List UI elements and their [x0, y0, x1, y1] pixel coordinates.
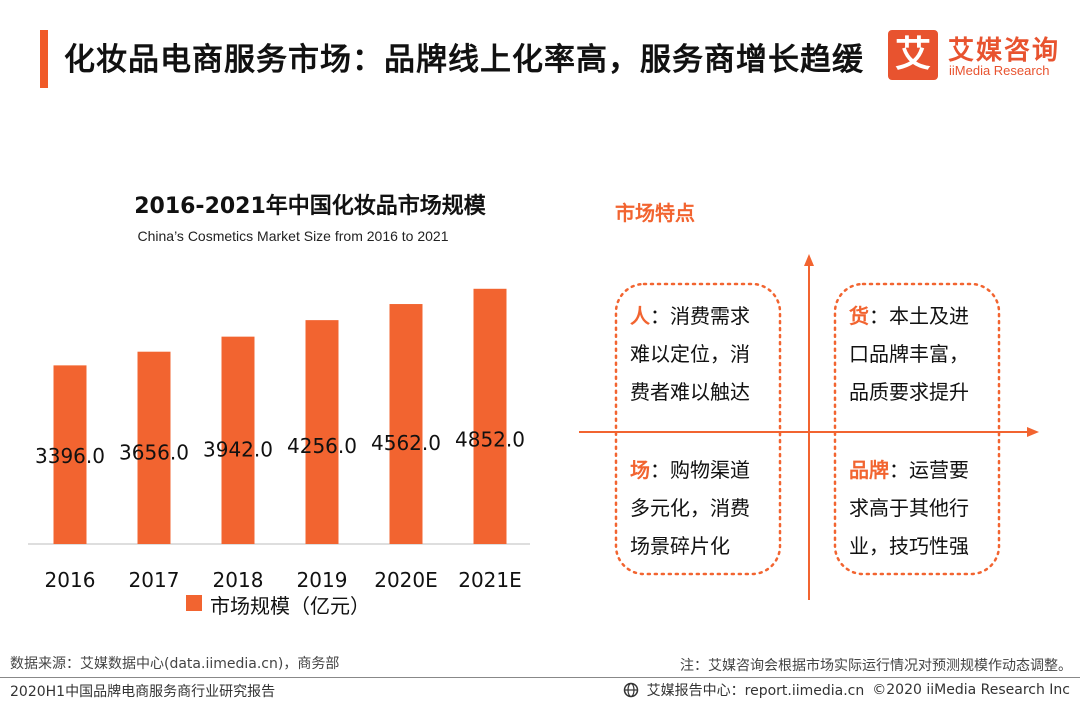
quadrant-key: 货	[849, 304, 869, 328]
legend-label: 市场规模（亿元）	[210, 594, 370, 618]
x-tick-2021E: 2021E	[458, 568, 522, 592]
data-label-2016: 3396.0	[35, 444, 105, 468]
legend-swatch	[186, 595, 202, 611]
footer-divider	[0, 677, 1080, 678]
quadrant-key: 人	[630, 304, 650, 328]
quadrant-text: ：消费需求难以定位，消费者难以触达	[630, 304, 750, 404]
logo-name-cn: 艾媒咨询	[948, 36, 1061, 66]
quadrant-key: 品牌	[849, 458, 889, 482]
bar-2016	[53, 365, 87, 544]
quadrant-box-left	[614, 282, 782, 576]
quadrant-text: ：本土及进口品牌丰富，品质要求提升	[849, 304, 969, 404]
bar-2020E	[389, 304, 423, 544]
bar-2019	[305, 320, 339, 544]
page-title: 化妆品电商服务市场：品牌线上化率高，服务商增长趋缓	[64, 42, 864, 78]
quadrant-axes	[579, 254, 1039, 600]
x-tick-2018: 2018	[213, 568, 264, 592]
bar-2017	[137, 351, 171, 544]
title-accent-bar	[40, 30, 48, 88]
report-name: 2020H1中国品牌电商服务商行业研究报告	[10, 684, 276, 700]
x-tick-2020E: 2020E	[374, 568, 438, 592]
x-tick-2017: 2017	[129, 568, 180, 592]
x-tick-2016: 2016	[45, 568, 96, 592]
data-source: 数据来源：艾媒数据中心(data.iimedia.cn)，商务部	[10, 656, 340, 672]
quadrant-goods: 货：本土及进口品牌丰富，品质要求提升	[833, 297, 1001, 411]
data-label-2020E: 4562.0	[371, 431, 441, 455]
chart-subtitle: China’s Cosmetics Market Size from 2016 …	[137, 228, 449, 244]
globe-icon	[623, 682, 638, 698]
bar-2021E	[473, 288, 507, 544]
x-tick-2019: 2019	[297, 568, 348, 592]
data-label-2021E: 4852.0	[455, 428, 525, 452]
data-label-2019: 4256.0	[287, 434, 357, 458]
report-center-link[interactable]: 艾媒报告中心：report.iimedia.cn	[646, 683, 865, 699]
copyright: ©2020 iiMedia Research Inc	[872, 682, 1070, 698]
bar-2018	[221, 336, 255, 544]
quadrant-people: 人：消费需求难以定位，消费者难以触达	[614, 297, 782, 411]
quadrant-text: ：运营要求高于其他行业，技巧性强	[849, 458, 969, 558]
quadrant-scene: 场：购物渠道多元化，消费场景碎片化	[614, 451, 782, 565]
chart-title: 2016-2021年中国化妆品市场规模	[134, 194, 486, 219]
quadrant-text: ：购物渠道多元化，消费场景碎片化	[630, 458, 750, 558]
brand-logo: 艾 艾媒咨询 iiMedia Research	[888, 28, 1068, 84]
logo-name-en: iiMedia Research	[949, 63, 1050, 78]
data-label-2017: 3656.0	[119, 441, 189, 465]
market-features-title: 市场特点	[615, 201, 695, 225]
data-label-2018: 3942.0	[203, 437, 273, 461]
footer-right: 艾媒报告中心：report.iimedia.cn ©2020 iiMedia R…	[623, 680, 1070, 700]
logo-mark-icon: 艾	[888, 30, 938, 80]
market-size-bar-chart: 3396.0 2016 3656.0 2017 3942.0 2018 4256.0 2019…	[28, 288, 530, 592]
quadrant-key: 场	[630, 458, 650, 482]
quadrant-box-right	[833, 282, 1001, 576]
vertical-axis-arrow-icon	[804, 254, 814, 266]
forecast-note: 注：艾媒咨询会根据市场实际运行情况对预测规模作动态调整。	[680, 658, 1072, 674]
quadrant-brand: 品牌：运营要求高于其他行业，技巧性强	[833, 451, 1001, 565]
horizontal-axis-arrow-icon	[1027, 427, 1039, 437]
